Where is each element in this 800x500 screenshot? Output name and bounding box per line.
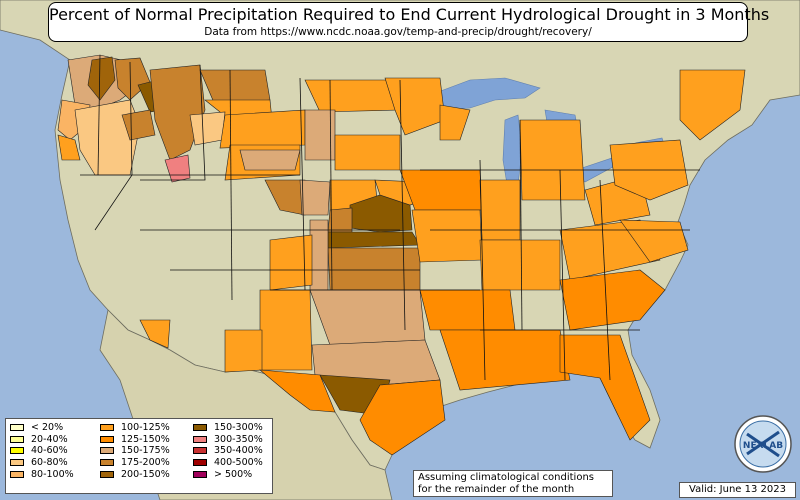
legend-item: > 500% <box>193 468 263 480</box>
legend-swatch <box>193 470 207 478</box>
legend-label: 400-500% <box>214 457 263 469</box>
legend-swatch <box>193 459 207 467</box>
assumption-note: Assuming climatological conditions for t… <box>413 470 613 497</box>
legend-label: > 500% <box>214 468 253 480</box>
legend-item: 175-200% <box>100 457 170 469</box>
legend-item: 125-150% <box>100 434 170 446</box>
legend-swatch <box>10 470 24 478</box>
logo-text: NEXLAB <box>743 441 783 451</box>
nexlab-logo-icon: NEXLAB <box>734 415 792 473</box>
legend-swatch <box>100 470 114 478</box>
legend-label: 100-125% <box>121 422 170 434</box>
legend-label: 150-175% <box>121 445 170 457</box>
legend-column-2: 100-125% 125-150% 150-175% 175-200% 200-… <box>100 422 170 480</box>
legend-item: 200-150% <box>100 468 170 480</box>
legend-swatch <box>100 459 114 467</box>
legend-swatch <box>10 459 24 467</box>
legend-item: < 20% <box>10 422 74 434</box>
legend-label: 20-40% <box>31 433 68 445</box>
legend-swatch <box>10 447 24 455</box>
legend-label: 350-400% <box>214 445 263 457</box>
legend-label: 175-200% <box>121 457 170 469</box>
legend-label: 125-150% <box>121 433 170 445</box>
note-line-2: for the remainder of the month <box>418 484 575 495</box>
legend-item: 100-125% <box>100 422 170 434</box>
title-box: Percent of Normal Precipitation Required… <box>48 2 770 42</box>
legend: < 20% 20-40% 40-60% 60-80% 80-100% 100-1… <box>5 418 273 494</box>
legend-label: 60-80% <box>31 457 68 469</box>
drought-regions <box>57 54 746 456</box>
legend-swatch <box>193 447 207 455</box>
legend-label: 200-150% <box>121 468 170 480</box>
legend-swatch <box>100 447 114 455</box>
legend-label: < 20% <box>31 422 64 434</box>
legend-label: 300-350% <box>214 433 263 445</box>
legend-label: 80-100% <box>31 468 74 480</box>
legend-item: 80-100% <box>10 468 74 480</box>
legend-label: 150-300% <box>214 422 263 434</box>
legend-column-3: 150-300% 300-350% 350-400% 400-500% > 50… <box>193 422 263 480</box>
map-title: Percent of Normal Precipitation Required… <box>49 5 770 24</box>
legend-item: 350-400% <box>193 445 263 457</box>
legend-column-1: < 20% 20-40% 40-60% 60-80% 80-100% <box>10 422 74 480</box>
legend-item: 40-60% <box>10 445 74 457</box>
state-borders <box>80 54 700 381</box>
legend-item: 300-350% <box>193 434 263 446</box>
legend-item: 20-40% <box>10 434 74 446</box>
note-line-1: Assuming climatological conditions <box>418 472 594 483</box>
valid-date: Valid: June 13 2023 <box>679 482 796 498</box>
legend-swatch <box>10 435 24 443</box>
legend-item: 400-500% <box>193 457 263 469</box>
legend-item: 150-300% <box>193 422 263 434</box>
legend-swatch <box>193 424 207 432</box>
legend-swatch <box>10 424 24 432</box>
legend-swatch <box>100 435 114 443</box>
map-subtitle: Data from https://www.ncdc.noaa.gov/temp… <box>204 26 592 38</box>
legend-item: 150-175% <box>100 445 170 457</box>
legend-swatch <box>193 435 207 443</box>
legend-swatch <box>100 424 114 432</box>
legend-item: 60-80% <box>10 457 74 469</box>
legend-label: 40-60% <box>31 445 68 457</box>
